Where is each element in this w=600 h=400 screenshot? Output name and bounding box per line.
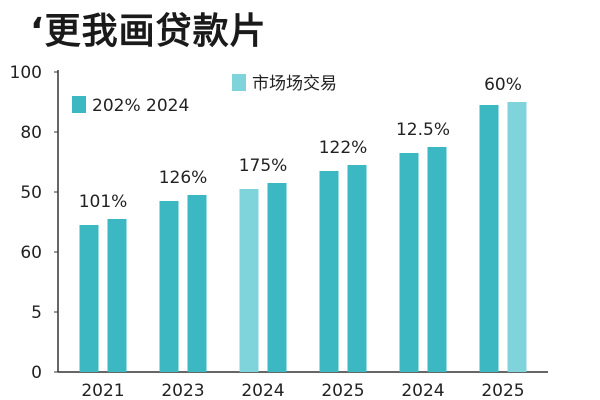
x-tick-label: 2025 xyxy=(321,381,364,400)
x-tick-label: 2021 xyxy=(81,381,124,400)
bar-1-2024 xyxy=(239,189,259,372)
y-tick-label: 80 xyxy=(20,123,42,143)
y-tick-label: 50 xyxy=(20,183,42,203)
legend-label: 市场场交易 xyxy=(252,74,337,94)
bar-1-2025 xyxy=(479,105,499,372)
bar-2-2021 xyxy=(107,219,127,372)
data-label: 60% xyxy=(484,75,522,95)
bar-2-2024 xyxy=(427,147,447,372)
y-tick-label: 100 xyxy=(10,63,42,83)
data-label: 175% xyxy=(239,156,288,176)
bar-2-2023 xyxy=(187,195,207,372)
x-tick-label: 2025 xyxy=(481,381,524,400)
x-tick-label: 2024 xyxy=(401,381,444,400)
legend-swatch xyxy=(232,74,246,91)
x-tick-label: 2024 xyxy=(241,381,284,400)
data-label: 101% xyxy=(79,192,128,212)
page-title: ‘更我画贷款片 xyxy=(30,11,267,52)
y-tick-label: 5 xyxy=(31,303,42,323)
data-label: 126% xyxy=(159,168,208,188)
bar-1-2021 xyxy=(79,225,99,372)
legend-swatch xyxy=(72,96,86,113)
bar-2-2025 xyxy=(507,102,527,372)
y-tick-label: 60 xyxy=(20,243,42,263)
bar-1-2023 xyxy=(159,201,179,372)
data-label: 122% xyxy=(319,138,368,158)
bar-2-2025 xyxy=(347,165,367,372)
bar-1-2024 xyxy=(399,153,419,372)
data-label: 12.5% xyxy=(396,120,450,140)
x-tick-label: 2023 xyxy=(161,381,204,400)
legend-label: 202% 2024 xyxy=(92,96,189,116)
bar-2-2024 xyxy=(267,183,287,372)
bar-1-2025 xyxy=(319,171,339,372)
y-tick-label: 0 xyxy=(31,363,42,383)
